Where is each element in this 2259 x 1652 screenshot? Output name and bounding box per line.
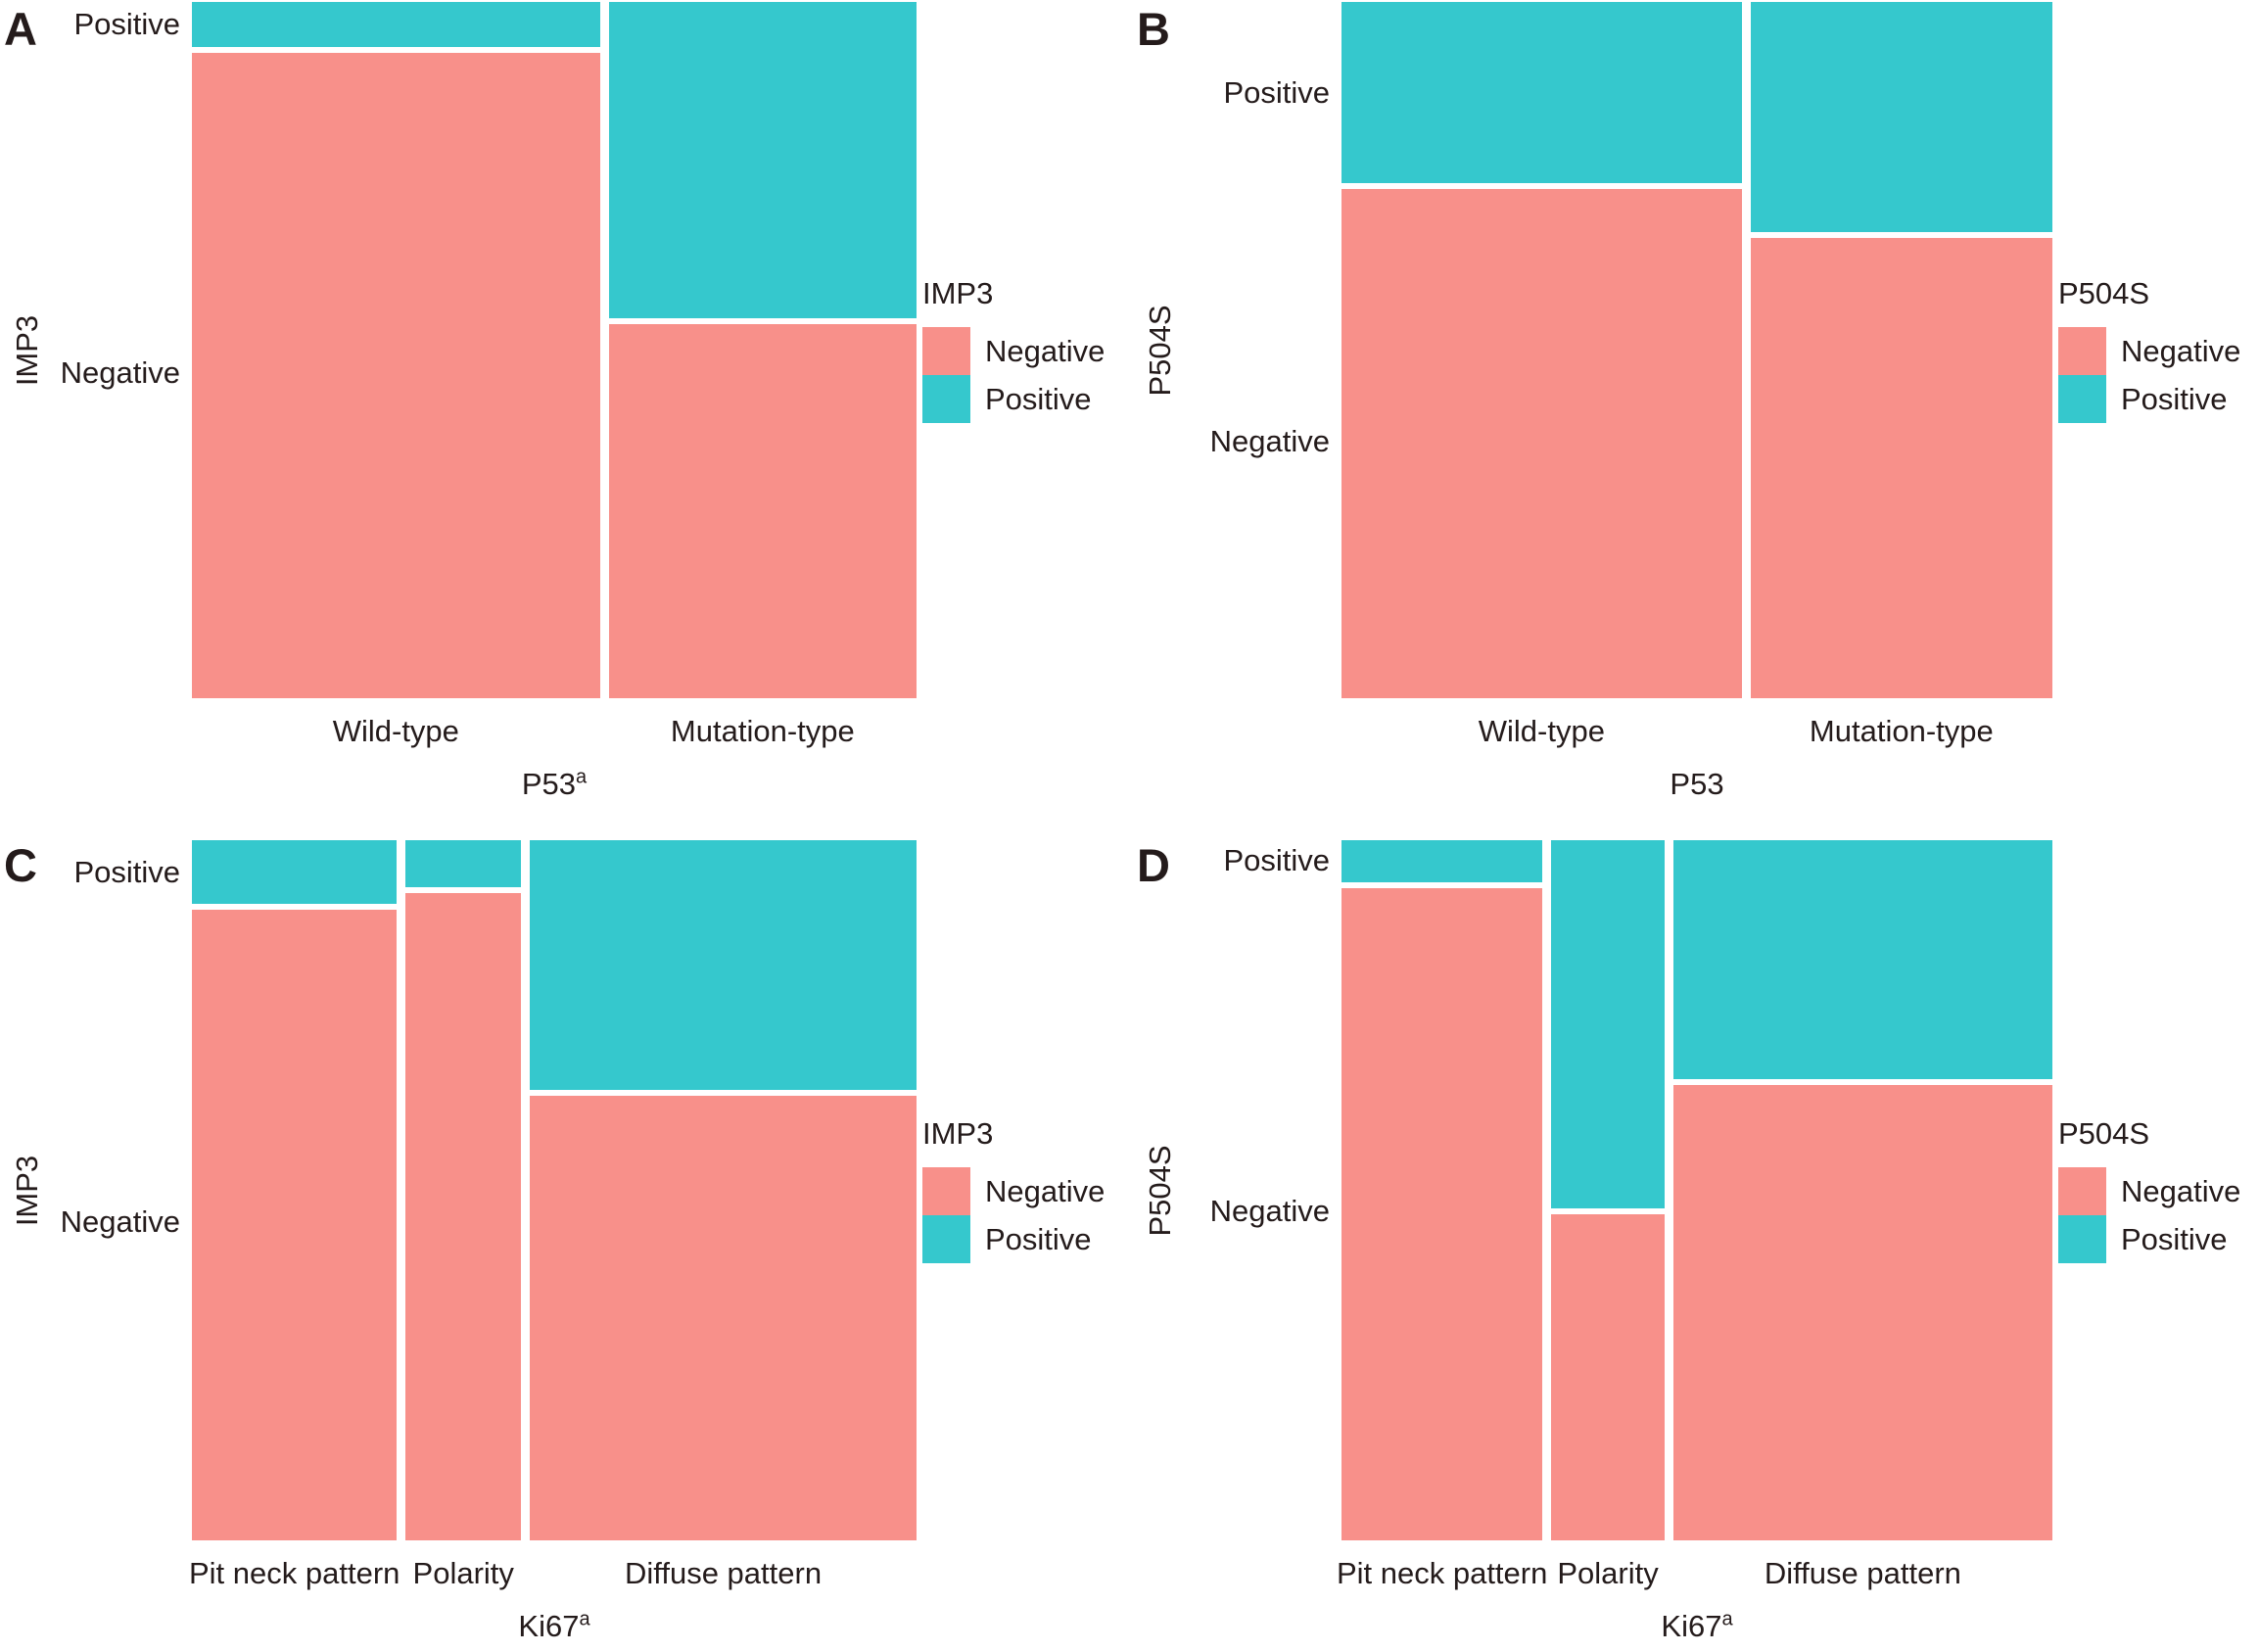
legend-title: IMP3 bbox=[922, 275, 994, 310]
x-axis-title: P53 bbox=[1670, 767, 1723, 802]
legend-title: P504S bbox=[2058, 1115, 2150, 1151]
negative-swatch bbox=[922, 326, 970, 375]
x-axis-title-text: Ki67 bbox=[1661, 1609, 1722, 1643]
tile-pit-neck-pattern-positive bbox=[192, 840, 398, 905]
tile-diffuse-pattern-positive bbox=[530, 840, 917, 1091]
tile-mutation-type-negative bbox=[608, 323, 917, 698]
x-category-label-polarity: Polarity bbox=[1557, 1556, 1659, 1590]
x-category-label-diffuse-pattern: Diffuse pattern bbox=[625, 1556, 823, 1590]
legend-item-positive: Positive bbox=[922, 374, 1148, 423]
legend: IMP3 Negative Positive bbox=[922, 276, 1148, 423]
positive-swatch bbox=[922, 1214, 970, 1263]
x-axis-title-text: P53 bbox=[521, 767, 577, 801]
panel-a: A IMP3 P53a IMP3 Negative Positive Wild-… bbox=[0, 0, 1126, 826]
y-category-label-positive: Positive bbox=[1223, 843, 1330, 878]
legend-title: P504S bbox=[2058, 275, 2150, 310]
legend-label-negative: Negative bbox=[2121, 1173, 2241, 1208]
legend-item-negative: Negative bbox=[2058, 326, 2259, 375]
panel-label-a: A bbox=[4, 3, 37, 55]
tile-pit-neck-pattern-negative bbox=[1341, 887, 1543, 1540]
legend-item-negative: Negative bbox=[922, 1166, 1148, 1215]
mosaic-plot bbox=[1341, 2, 2052, 698]
legend-label-negative: Negative bbox=[985, 1173, 1106, 1208]
x-category-label-pit-neck-pattern: Pit neck pattern bbox=[188, 1556, 400, 1590]
negative-swatch bbox=[922, 1166, 970, 1215]
x-category-label-mutation-type: Mutation-type bbox=[670, 714, 855, 748]
x-category-label-wild-type: Wild-type bbox=[1478, 714, 1605, 748]
superscript-note: a bbox=[579, 1608, 590, 1630]
panel-label-b: B bbox=[1137, 3, 1170, 55]
tile-wild-type-negative bbox=[192, 52, 600, 698]
legend-label-positive: Positive bbox=[2121, 1221, 2228, 1256]
y-category-label-negative: Negative bbox=[60, 354, 180, 390]
y-category-label-positive: Positive bbox=[1223, 75, 1330, 111]
legend-label-positive: Positive bbox=[2121, 381, 2228, 416]
x-axis-title-text: P53 bbox=[1670, 767, 1724, 801]
x-category-label-pit-neck-pattern: Pit neck pattern bbox=[1336, 1556, 1548, 1590]
positive-swatch bbox=[922, 374, 970, 423]
y-category-label-positive: Positive bbox=[73, 854, 180, 889]
legend: P504S Negative Positive bbox=[2058, 276, 2259, 423]
y-category-label-positive: Positive bbox=[73, 7, 180, 42]
legend: IMP3 Negative Positive bbox=[922, 1116, 1148, 1263]
legend-label-positive: Positive bbox=[985, 1221, 1092, 1256]
x-category-label-mutation-type: Mutation-type bbox=[1809, 714, 1994, 748]
tile-diffuse-pattern-positive bbox=[1672, 840, 2052, 1079]
legend: P504S Negative Positive bbox=[2058, 1116, 2259, 1263]
tile-mutation-type-positive bbox=[1750, 2, 2052, 232]
legend-item-positive: Positive bbox=[922, 1214, 1148, 1263]
superscript-note: a bbox=[1721, 1608, 1733, 1630]
tile-pit-neck-pattern-negative bbox=[192, 910, 398, 1540]
tile-wild-type-positive bbox=[1341, 2, 1742, 183]
x-axis-title-text: Ki67 bbox=[518, 1609, 580, 1643]
tile-polarity-negative bbox=[405, 892, 522, 1540]
panel-label-c: C bbox=[4, 839, 37, 891]
x-category-label-diffuse-pattern: Diffuse pattern bbox=[1764, 1556, 1961, 1590]
mosaic-plot bbox=[192, 840, 917, 1540]
panel-label-d: D bbox=[1137, 839, 1170, 891]
tile-polarity-positive bbox=[405, 840, 522, 887]
legend-label-negative: Negative bbox=[2121, 333, 2241, 368]
tile-pit-neck-pattern-positive bbox=[1341, 840, 1543, 882]
x-axis-title: P53a bbox=[522, 767, 587, 802]
tile-mutation-type-positive bbox=[608, 2, 917, 318]
tile-polarity-negative bbox=[1551, 1213, 1665, 1540]
tile-wild-type-negative bbox=[1341, 188, 1742, 698]
x-axis-title: Ki67a bbox=[1661, 1609, 1732, 1644]
negative-swatch bbox=[2058, 1166, 2106, 1215]
legend-label-negative: Negative bbox=[985, 333, 1106, 368]
positive-swatch bbox=[2058, 374, 2106, 423]
mosaic-plot bbox=[192, 2, 917, 698]
legend-label-positive: Positive bbox=[985, 381, 1092, 416]
tile-wild-type-positive bbox=[192, 2, 600, 47]
negative-swatch bbox=[2058, 326, 2106, 375]
legend-item-positive: Positive bbox=[2058, 1214, 2259, 1263]
superscript-note: a bbox=[576, 766, 588, 788]
legend-title: IMP3 bbox=[922, 1115, 994, 1151]
panel-c: C IMP3 Ki67a IMP3 Negative Positive Pit … bbox=[0, 826, 1126, 1652]
mosaic-plot bbox=[1341, 840, 2052, 1540]
positive-swatch bbox=[2058, 1214, 2106, 1263]
tile-polarity-positive bbox=[1551, 840, 1665, 1208]
tile-diffuse-pattern-negative bbox=[530, 1096, 917, 1540]
legend-item-negative: Negative bbox=[922, 326, 1148, 375]
tile-mutation-type-negative bbox=[1750, 237, 2052, 698]
panel-b: B P504S P53 P504S Negative Positive Wild… bbox=[1133, 0, 2259, 826]
y-axis-title: P504S bbox=[1143, 304, 1177, 397]
y-category-label-negative: Negative bbox=[1209, 423, 1330, 458]
y-category-label-negative: Negative bbox=[60, 1204, 180, 1240]
tile-diffuse-pattern-negative bbox=[1672, 1084, 2052, 1540]
legend-item-negative: Negative bbox=[2058, 1166, 2259, 1215]
legend-item-positive: Positive bbox=[2058, 374, 2259, 423]
y-category-label-negative: Negative bbox=[1209, 1193, 1330, 1228]
panel-d: D P504S Ki67a P504S Negative Positive Pi… bbox=[1133, 826, 2259, 1652]
x-category-label-wild-type: Wild-type bbox=[332, 714, 459, 748]
x-category-label-polarity: Polarity bbox=[412, 1556, 514, 1590]
x-axis-title: Ki67a bbox=[518, 1609, 589, 1644]
